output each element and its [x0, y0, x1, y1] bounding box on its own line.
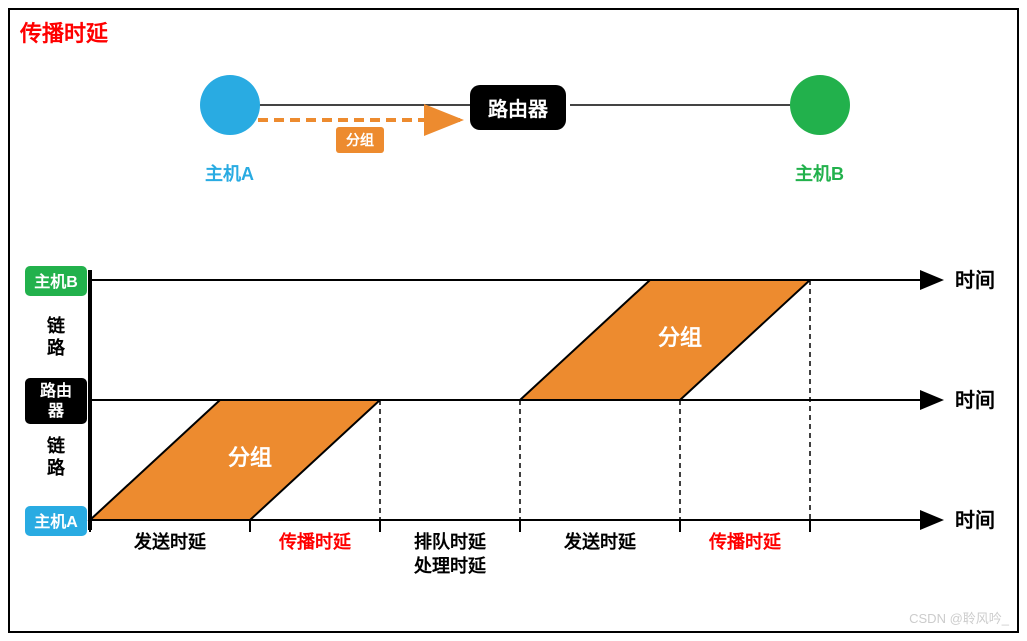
- host-a-node: [200, 75, 260, 135]
- segment-labels: 发送时延 传播时延 排队时延 发送时延 传播时延处理时延: [133, 531, 782, 576]
- link-label-2a: 链: [47, 435, 66, 456]
- packet-1-label: 分组: [228, 445, 272, 470]
- segment-label-1: 传播时延: [278, 531, 352, 552]
- watermark: CSDN @聆风吟_: [909, 608, 1009, 627]
- router-text2: 器: [47, 402, 65, 420]
- time-label-r: 时间: [955, 389, 995, 412]
- host-a-label: 主机A: [205, 160, 254, 186]
- spacetime-diagram: 分组 分组 时间 时间 时间 主机B 路由 器 主机A 链 路 链 路: [10, 240, 1021, 620]
- link-label-1b: 路: [47, 337, 66, 358]
- packet-2-label: 分组: [658, 325, 702, 350]
- segment-label-extra: 处理时延: [413, 555, 487, 576]
- link-label-1a: 链: [47, 315, 66, 336]
- segment-label-2: 排队时延: [414, 531, 487, 552]
- segment-label-4: 传播时延: [708, 531, 782, 552]
- segment-label-0: 发送时延: [133, 531, 207, 552]
- hostB-text: 主机B: [34, 272, 78, 291]
- segment-label-3: 发送时延: [563, 531, 637, 552]
- network-diagram: 路由器 主机A 主机B 分组: [10, 65, 1017, 205]
- hostA-text: 主机A: [34, 512, 78, 531]
- router-text1: 路由: [40, 381, 72, 400]
- link-label-2b: 路: [47, 457, 66, 478]
- time-label-b: 时间: [955, 269, 995, 292]
- router-node: 路由器: [470, 85, 566, 130]
- time-label-a: 时间: [955, 509, 995, 532]
- diagram-frame: 传播时延 路由器 主机A 主机B 分组: [8, 8, 1019, 633]
- main-title: 传播时延: [20, 16, 108, 48]
- host-b-node: [790, 75, 850, 135]
- host-b-label: 主机B: [795, 160, 844, 186]
- packet-label: 分组: [336, 127, 384, 153]
